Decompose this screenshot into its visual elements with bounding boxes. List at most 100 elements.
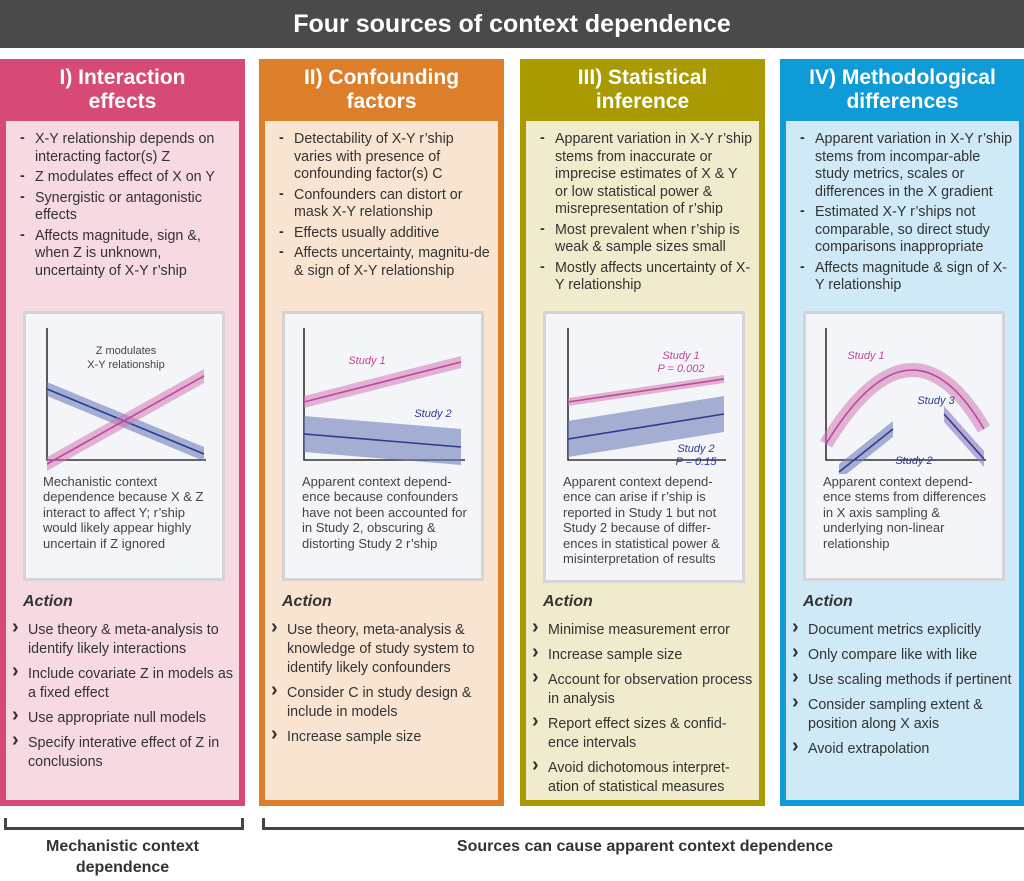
action-heading: Action xyxy=(23,593,73,610)
action-item: Report effect sizes & confid-ence interv… xyxy=(530,712,755,753)
key-point: Detectability of X-Y r’ship varies with … xyxy=(279,130,492,184)
chart-caption: Apparent context depend-ence can arise i… xyxy=(563,474,720,567)
action-heading: Action xyxy=(543,593,593,610)
key-point: Z modulates effect of X on Y xyxy=(20,168,233,187)
chart-svg: Study 1P = 0.002 Study 2P = 0.15 xyxy=(567,328,726,468)
key-point: Confounders can distort or mask X-Y rela… xyxy=(279,186,492,222)
key-point: Synergistic or antagonistic effects xyxy=(20,189,233,225)
trend-line xyxy=(303,433,462,448)
chart-label: P = 0.15 xyxy=(676,456,718,468)
column-header: IV) Methodological differences xyxy=(780,59,1024,121)
action-item: Account for observation process in analy… xyxy=(530,668,755,709)
action-item: Use appropriate null models xyxy=(10,706,235,728)
chart-label: P = 0.002 xyxy=(658,363,705,375)
key-point: Effects usually additive xyxy=(279,224,492,243)
column-header-line: factors xyxy=(346,90,417,113)
action-item: Avoid dichotomous interpret-ation of sta… xyxy=(530,756,755,797)
column-body: Apparent variation in X-Y r’ship stems f… xyxy=(526,121,759,800)
column-body: X-Y relationship depends on interacting … xyxy=(6,121,239,800)
chart-label: Study 2 xyxy=(414,408,451,420)
action-item: Only compare like with like xyxy=(790,643,1015,665)
footer-mechanistic: Mechanistic context dependence xyxy=(46,838,199,876)
key-points: Apparent variation in X-Y r’ship stems f… xyxy=(786,121,1019,295)
trend-line xyxy=(303,361,462,403)
column-header-line: effects xyxy=(88,90,157,113)
chart-svg: Z modulates X-Y relationship xyxy=(46,328,206,471)
footer-apparent: Sources can cause apparent context depen… xyxy=(456,838,834,855)
chart-label: Study 3 xyxy=(917,395,955,407)
action-item: Document metrics explicitly xyxy=(790,618,1015,640)
chart-label: Study 1 xyxy=(348,355,385,367)
figure-title: Four sources of context dependence xyxy=(0,0,1024,48)
action-item: Increase sample size xyxy=(530,643,755,665)
key-point: X-Y relationship depends on interacting … xyxy=(20,130,233,166)
chart-label: Z modulates xyxy=(96,345,157,357)
action-item: Consider C in study design & include in … xyxy=(269,681,494,722)
column-body: Apparent variation in X-Y r’ship stems f… xyxy=(786,121,1019,800)
key-point: Affects magnitude & sign of X-Y relation… xyxy=(800,259,1013,295)
action-list: Document metrics explicitly Only compare … xyxy=(790,618,1015,765)
example-chart: Study 1 Study 3 Study 2 Apparent context d… xyxy=(803,311,1005,581)
chart-caption: Apparent context depend-ence because con… xyxy=(302,474,467,551)
action-item: Use theory & meta-analysis to identify l… xyxy=(10,618,235,659)
key-point: Affects magnitude, sign &, when Z is unk… xyxy=(20,227,233,281)
column-header-line: IV) Methodological xyxy=(809,66,996,89)
key-points: Detectability of X-Y r’ship varies with … xyxy=(265,121,498,280)
example-chart: Z modulates X-Y relationship Mechanistic … xyxy=(23,311,225,581)
chart-label: X-Y relationship xyxy=(87,359,164,371)
action-list: Use theory, meta-analysis & knowledge of… xyxy=(269,618,494,753)
bracket-apparent xyxy=(262,818,1024,830)
key-point: Mostly affects uncertainty of X-Y relati… xyxy=(540,259,753,295)
column-header-line: differences xyxy=(846,90,959,113)
action-list: Minimise measurement error Increase sampl… xyxy=(530,618,755,803)
chart-caption: Mechanistic context dependence because X… xyxy=(43,474,204,551)
chart-label: Study 2 xyxy=(677,443,714,455)
action-item: Increase sample size xyxy=(269,725,494,747)
chart-label: Study 1 xyxy=(662,350,699,362)
column-header: II) Confounding factors xyxy=(259,59,504,121)
action-item: Use theory, meta-analysis & knowledge of… xyxy=(269,618,494,678)
key-points: X-Y relationship depends on interacting … xyxy=(6,121,239,280)
chart-label: Study 1 xyxy=(847,350,884,362)
chart-svg: Study 1 Study 3 Study 2 xyxy=(820,328,991,474)
chart-axes xyxy=(825,328,986,461)
trend-line xyxy=(46,375,205,465)
trend-line xyxy=(567,413,725,440)
column-header-line: inference xyxy=(595,90,690,113)
column-header: I) Interaction effects xyxy=(0,59,245,121)
chart-svg: Study 1 Study 2 xyxy=(303,328,465,465)
column-header: III) Statistical inference xyxy=(520,59,765,121)
bracket-mechanistic xyxy=(4,818,244,830)
action-item: Use scaling methods if pertinent xyxy=(790,668,1015,690)
key-point: Apparent variation in X-Y r’ship stems f… xyxy=(540,130,753,219)
key-point: Most prevalent when r’ship is weak & sam… xyxy=(540,221,753,257)
trend-line xyxy=(943,413,985,460)
column-header-line: I) Interaction xyxy=(59,66,186,89)
action-list: Use theory & meta-analysis to identify l… xyxy=(10,618,235,778)
trend-line xyxy=(825,369,985,445)
action-heading: Action xyxy=(803,593,853,610)
trend-line xyxy=(838,428,894,473)
column-header-line: III) Statistical xyxy=(577,66,708,89)
example-chart: Study 1 Study 2 Apparent context depend-e… xyxy=(282,311,484,581)
key-point: Apparent variation in X-Y r’ship stems f… xyxy=(800,130,1013,201)
action-item: Consider sampling extent & position alon… xyxy=(790,693,1015,734)
key-points: Apparent variation in X-Y r’ship stems f… xyxy=(526,121,759,295)
key-point: Affects uncertainty, magnitu-de & sign o… xyxy=(279,244,492,280)
trend-line xyxy=(567,378,725,403)
chart-caption: Apparent context depend-ence stems from … xyxy=(823,474,987,551)
action-item: Avoid extrapolation xyxy=(790,737,1015,759)
column-body: Detectability of X-Y r’ship varies with … xyxy=(265,121,498,800)
key-point: Estimated X-Y r’ships not comparable, so… xyxy=(800,203,1013,257)
column-header-line: II) Confounding xyxy=(303,66,460,89)
chart-label: Study 2 xyxy=(895,455,932,467)
action-heading: Action xyxy=(282,593,332,610)
action-item: Minimise measurement error xyxy=(530,618,755,640)
chart-axes xyxy=(567,328,726,461)
action-item: Include covariate Z in models as a fixed… xyxy=(10,662,235,703)
